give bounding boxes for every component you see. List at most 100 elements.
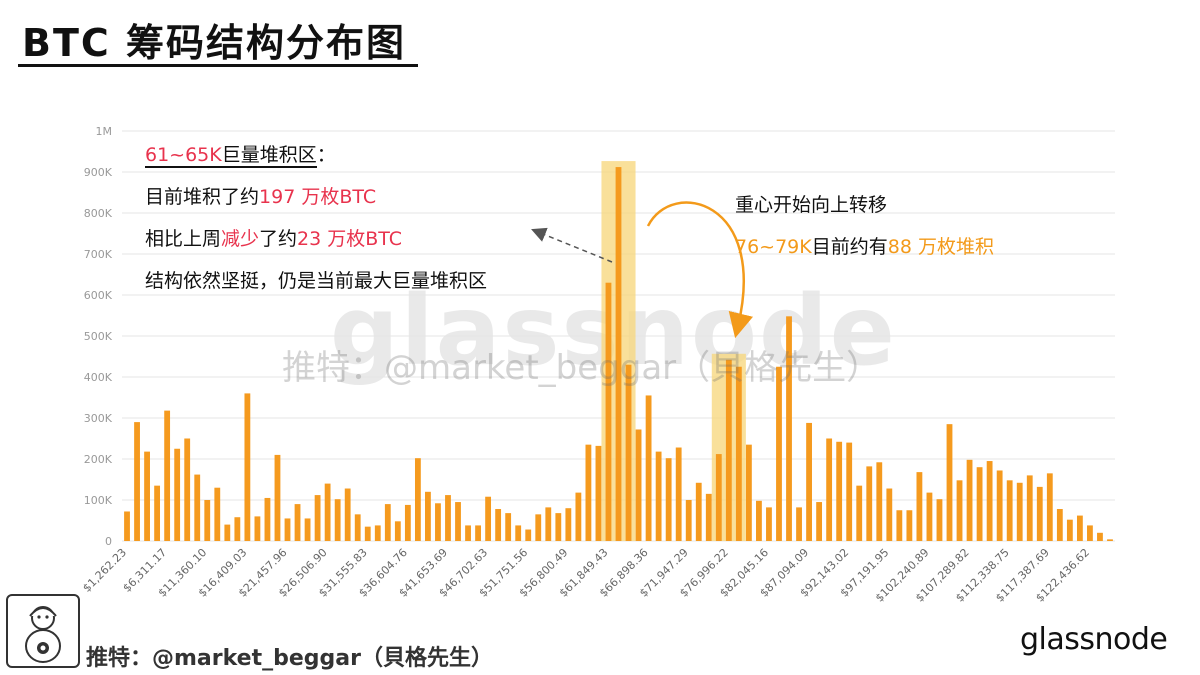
y-tick-label: 600K: [84, 289, 113, 302]
bar: [425, 491, 431, 541]
bar: [244, 393, 251, 541]
bar: [384, 504, 391, 541]
bar: [745, 444, 752, 541]
annotation-holding-prefix: 目前堆积了约: [145, 186, 260, 208]
bar: [1026, 475, 1033, 541]
bar: [966, 459, 973, 541]
bar: [184, 438, 191, 541]
handle-watermark: 推特：@market_beggar（貝格先生）: [282, 348, 881, 388]
bar: [374, 525, 381, 541]
bar: [816, 502, 823, 541]
annotation-cluster-title: 61~65K巨量堆积区：: [145, 140, 336, 168]
bar: [625, 364, 632, 541]
bar: [1056, 509, 1063, 541]
bar: [555, 513, 562, 541]
bar: [234, 517, 241, 541]
bar: [1097, 532, 1103, 541]
bar: [294, 504, 301, 541]
bar: [164, 410, 171, 541]
bar: [475, 525, 481, 541]
bar: [214, 487, 221, 541]
upward-shift-arrow: [646, 201, 754, 339]
bar: [575, 492, 582, 541]
annotation-change-line: 相比上周减少了约23 万枚BTC: [145, 224, 402, 251]
y-tick-label: 1M: [96, 125, 113, 138]
bar: [1087, 525, 1093, 541]
bar: [615, 167, 622, 541]
bar: [1066, 519, 1073, 541]
bar: [254, 516, 261, 541]
y-tick-label: 800K: [84, 207, 113, 220]
y-tick-label: 400K: [84, 371, 113, 384]
bar: [174, 448, 181, 541]
bar: [806, 422, 812, 541]
annotation-conclusion-line: 结构依然坚挺，仍是当前最大巨量堆积区: [145, 270, 488, 292]
bar: [796, 507, 802, 541]
bar: [414, 458, 421, 541]
annotation-shift-title: 重心开始向上转移: [735, 194, 888, 216]
annotation-change-value: 23 万枚BTC: [297, 228, 403, 250]
bar: [725, 359, 732, 541]
bar: [655, 451, 662, 541]
bar: [144, 451, 150, 541]
bar: [545, 507, 552, 541]
bar: [525, 529, 532, 541]
bar: [635, 429, 642, 541]
bar: [946, 424, 953, 541]
bar: [1076, 515, 1083, 541]
dashed-pointer-arrow: [531, 227, 613, 263]
bar: [154, 485, 161, 541]
y-tick-label: 700K: [84, 248, 113, 261]
bar: [685, 500, 692, 541]
bar: [394, 521, 401, 541]
annotation-shift-value: 88 万枚堆积: [887, 236, 994, 258]
bar: [916, 472, 923, 541]
avatar-illustration: [25, 606, 61, 663]
bar: [445, 495, 451, 541]
bar: [344, 488, 351, 541]
bar: [665, 458, 672, 541]
annotation-change-word: 减少: [221, 228, 260, 250]
page-title: BTC 筹码结构分布图: [22, 21, 407, 65]
y-tick-label: 900K: [84, 166, 113, 179]
bar: [906, 510, 913, 541]
footer-handle: 推特：@market_beggar（貝格先生）: [86, 646, 493, 671]
bar: [776, 366, 782, 541]
bar: [996, 470, 1003, 541]
bar: [485, 496, 492, 541]
bar: [334, 499, 341, 541]
bar: [354, 514, 361, 541]
bar: [735, 366, 742, 541]
bar: [766, 507, 772, 541]
bar: [705, 493, 712, 541]
bar: [896, 510, 903, 541]
bar: [836, 441, 843, 541]
bar: [1046, 473, 1053, 541]
bar: [324, 483, 331, 541]
y-tick-label: 300K: [84, 412, 113, 425]
bar: [846, 442, 853, 541]
annotation-colon: ：: [316, 144, 336, 166]
bar: [695, 482, 702, 541]
annotation-range-label: 61~65K: [145, 144, 222, 168]
bar: [886, 488, 893, 541]
annotation-shift-range: 76~79K: [735, 236, 812, 258]
y-tick-label: 500K: [84, 330, 113, 343]
bar: [605, 282, 612, 541]
bar: [1016, 482, 1023, 541]
bar: [274, 454, 281, 541]
bar: [224, 524, 231, 541]
bar: [675, 447, 682, 541]
bar: [284, 518, 291, 541]
bar: [515, 525, 522, 541]
y-tick-label: 100K: [84, 494, 113, 507]
bar: [715, 454, 722, 541]
glassnode-logo: glassnode: [1020, 622, 1168, 657]
bar: [194, 474, 201, 541]
y-tick-label: 200K: [84, 453, 113, 466]
bar: [505, 513, 512, 541]
bar: [866, 466, 873, 541]
bar: [264, 497, 271, 541]
annotation-holding-line: 目前堆积了约197 万枚BTC: [145, 182, 376, 209]
